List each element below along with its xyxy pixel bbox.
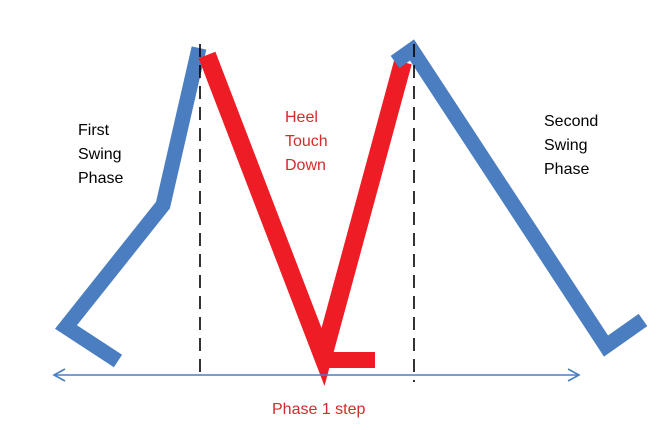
- phase-step-arrow: [52, 368, 581, 382]
- heel-touch-label-line-3: Down: [285, 157, 326, 174]
- second-swing-phase-label: Second Swing Phase: [544, 110, 598, 182]
- second-swing-leg: [390, 39, 648, 357]
- first-swing-leg-path: [55, 46, 207, 368]
- second-swing-leg-path: [390, 39, 648, 357]
- phase-step-label: Phase 1 step: [272, 398, 365, 422]
- heel-touch-down-label: Heel Touch Down: [285, 106, 328, 178]
- phase-step-arrow-left-head: [52, 368, 66, 382]
- second-swing-label-line-2: Swing: [544, 137, 588, 154]
- stance-leg-path: [198, 51, 412, 386]
- heel-touch-label-line-2: Touch: [285, 133, 328, 150]
- phase-step-arrow-right-head: [567, 368, 581, 382]
- phase-step-label-text: Phase 1 step: [272, 401, 366, 418]
- first-swing-leg: [55, 46, 207, 368]
- second-swing-label-line-1: Second: [544, 113, 599, 130]
- first-swing-label-line-2: Swing: [78, 146, 122, 163]
- second-swing-label-line-3: Phase: [544, 161, 590, 178]
- heel-touch-label-line-1: Heel: [285, 109, 318, 126]
- first-swing-label-line-1: First: [78, 122, 110, 139]
- first-swing-label-line-3: Phase: [78, 170, 124, 187]
- stance-leg: [198, 51, 412, 386]
- first-swing-phase-label: First Swing Phase: [78, 119, 123, 191]
